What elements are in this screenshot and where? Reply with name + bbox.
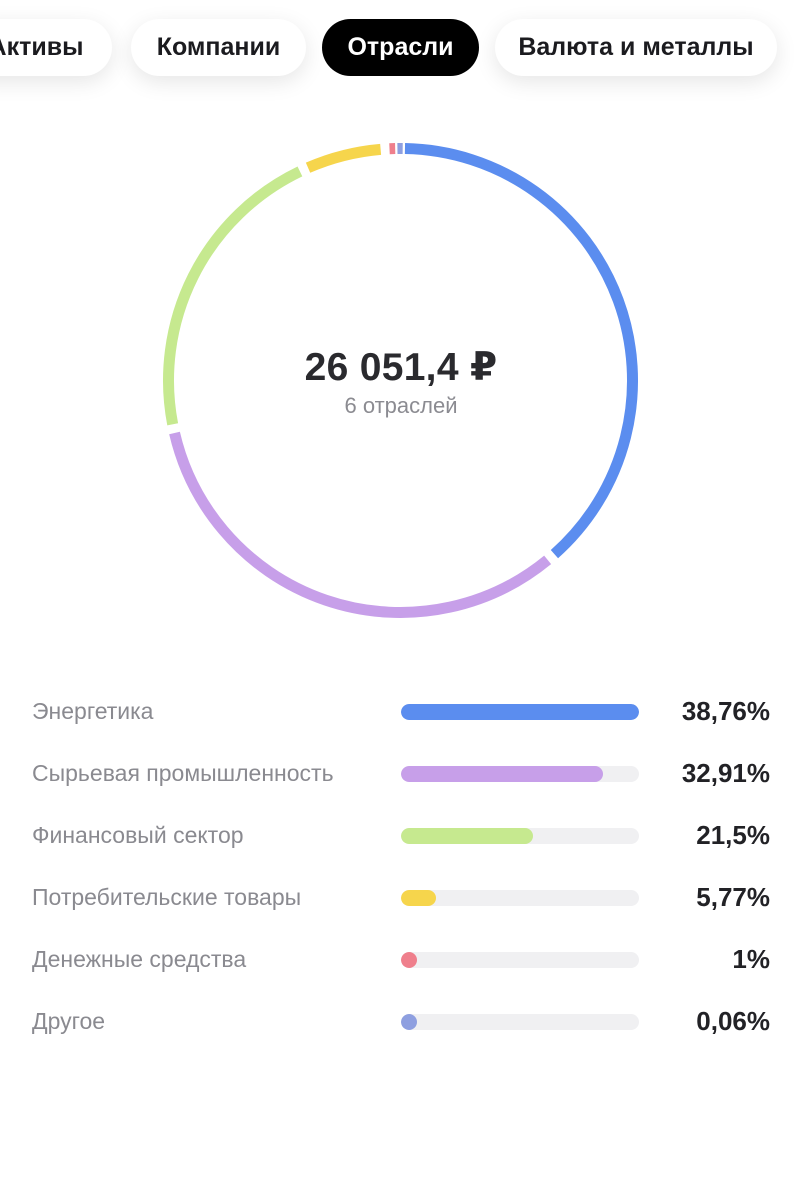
donut-slice-consumer-goods <box>305 143 382 173</box>
legend-row-raw-materials[interactable]: Сырьевая промышленность 32,91% <box>0 744 802 806</box>
legend-label: Сырьевая промышленность <box>32 760 334 786</box>
legend-row-cash[interactable]: Денежные средства 1% <box>0 930 802 992</box>
legend-bar-fill <box>401 952 417 968</box>
donut-chart-svg <box>163 143 638 618</box>
donut-slice-energy <box>404 143 638 559</box>
legend-row-financial[interactable]: Финансовый сектор 21,5% <box>0 806 802 868</box>
legend-bar-fill <box>401 704 639 720</box>
legend-percent: 21,5% <box>696 820 770 850</box>
legend-row-energy[interactable]: Энергетика 38,76% <box>0 682 802 744</box>
legend-bar-track <box>401 1014 639 1030</box>
legend-row-other[interactable]: Другое 0,06% <box>0 992 802 1054</box>
legend-bar-track <box>401 828 639 844</box>
legend-label: Денежные средства <box>32 946 247 972</box>
legend-percent: 5,77% <box>696 882 770 912</box>
legend-percent: 38,76% <box>681 696 770 726</box>
legend-label: Финансовый сектор <box>32 822 244 848</box>
tab-sectors[interactable]: Отрасли <box>322 19 479 76</box>
legend-percent: 32,91% <box>681 758 770 788</box>
donut-slice-raw-materials <box>169 431 552 618</box>
category-tabs: Активы Компании Отрасли Валюта и металлы <box>0 0 802 110</box>
legend-bar-track <box>401 766 639 782</box>
tab-companies[interactable]: Компании <box>131 19 306 76</box>
legend-label: Другое <box>32 1008 106 1034</box>
donut-chart <box>160 140 641 621</box>
legend-bar-fill <box>401 890 437 906</box>
legend-bar-track <box>401 704 639 720</box>
legend-label: Потребительские товары <box>32 884 302 910</box>
legend-percent: 0,06% <box>696 1006 770 1036</box>
legend-bar-track <box>401 890 639 906</box>
legend-bar-track <box>401 952 639 968</box>
legend-bar-fill <box>401 1014 417 1030</box>
portfolio-total: 26 051,4 ₽ <box>304 346 498 389</box>
donut-slice-financial <box>163 166 303 426</box>
sector-count: 6 отраслей <box>344 393 458 418</box>
legend-bar-fill <box>401 766 604 782</box>
legend-row-consumer-goods[interactable]: Потребительские товары 5,77% <box>0 868 802 930</box>
legend-percent: 1% <box>732 944 770 974</box>
tab-assets[interactable]: Активы <box>0 19 112 76</box>
tab-currency-metals[interactable]: Валюта и металлы <box>495 19 777 76</box>
legend-label: Энергетика <box>32 698 154 724</box>
legend-bar-fill <box>401 828 534 844</box>
